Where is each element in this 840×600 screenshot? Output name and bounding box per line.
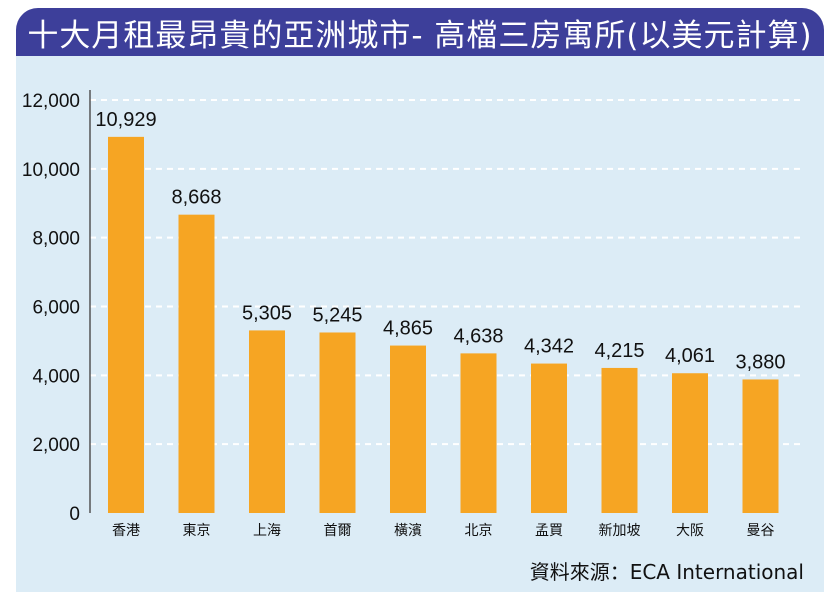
y-tick-label: 0 (69, 504, 80, 525)
bar (178, 214, 215, 513)
data-label: 10,929 (95, 109, 156, 131)
data-label: 8,668 (171, 187, 221, 209)
data-label: 3,880 (735, 351, 785, 373)
bar (672, 373, 708, 513)
y-tick-label: 12,000 (22, 91, 80, 112)
x-tick-label: 香港 (112, 523, 140, 539)
bar (531, 363, 567, 513)
y-tick-label: 4,000 (32, 366, 80, 387)
x-tick-label: 大阪 (676, 523, 704, 539)
data-label: 4,638 (453, 325, 503, 347)
x-tick-label: 曼谷 (747, 523, 775, 539)
data-label: 4,865 (383, 318, 433, 340)
x-tick-label: 孟買 (535, 523, 563, 539)
source-note: 資料來源：ECA International (529, 560, 804, 584)
x-tick-label: 橫濱 (394, 523, 422, 539)
x-tick-label: 上海 (253, 523, 281, 539)
x-tick-label: 東京 (183, 523, 211, 539)
y-tick-label: 8,000 (32, 229, 80, 250)
data-label: 5,305 (242, 302, 292, 324)
bar (742, 379, 779, 513)
bar (460, 353, 497, 513)
x-tick-label: 新加坡 (599, 523, 641, 539)
bar (390, 345, 426, 513)
x-tick-label: 北京 (465, 523, 493, 539)
data-label: 4,342 (524, 336, 574, 358)
data-label: 4,215 (594, 340, 644, 362)
y-tick-label: 10,000 (22, 160, 80, 181)
chart-title: 十大月租最昂貴的亞洲城市- 高檔三房寓所(以美元計算) (27, 17, 813, 54)
bar (319, 332, 356, 513)
bar (601, 367, 638, 513)
data-label: 4,061 (665, 345, 715, 367)
y-tick-label: 2,000 (32, 435, 80, 456)
y-tick-label: 6,000 (32, 298, 80, 319)
bar (108, 136, 144, 514)
x-tick-label: 首爾 (324, 523, 352, 539)
data-label: 5,245 (312, 304, 362, 326)
title-bar: 十大月租最昂貴的亞洲城市- 高檔三房寓所(以美元計算) (16, 8, 824, 56)
bar (249, 330, 285, 513)
